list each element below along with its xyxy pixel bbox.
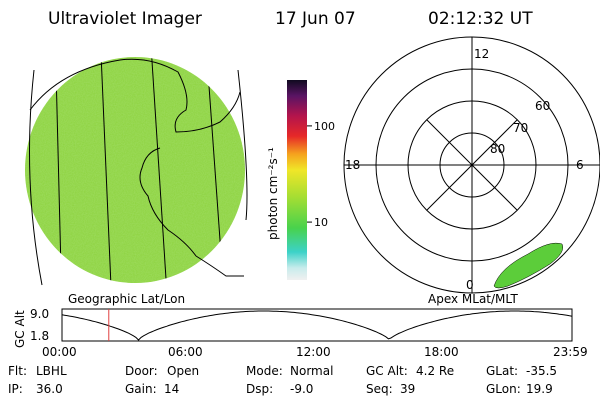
status-door-value: Open [167,364,199,378]
mlt-label-12: 12 [474,47,489,61]
disk-noise-texture [25,57,245,283]
status-ip-value: 36.0 [36,382,63,396]
colorbar-tick-label-1: 10 [314,216,328,229]
timeline-frame [61,308,573,342]
mlat-label-70: 70 [513,121,528,135]
status-ip-key: IP: [8,382,23,396]
status-seq-value: 39 [400,382,415,396]
alt-tick-min: 1.8 [30,329,49,343]
time-tick-0000: 00:00 [42,345,77,359]
timeline-axis-title: GC Alt [13,310,27,348]
status-glat-value: -35.5 [526,364,557,378]
colorbar-gradient [287,80,307,280]
status-gcalt-value: 4.2 Re [416,364,454,378]
time-label: 02:12:32 UT [428,9,533,29]
instrument-title: Ultraviolet Imager [48,9,202,29]
colorbar: 100 10 photon cm⁻²s⁻¹ [266,80,335,280]
status-seq-key: Seq: [366,382,393,396]
coastline-north [29,58,241,133]
status-dsp-key: Dsp: [246,382,273,396]
status-mode-key: Mode: [246,364,283,378]
alt-tick-max: 9.0 [30,307,49,321]
colorbar-unit-label: photon cm⁻²s⁻¹ [266,147,280,240]
time-tick-1800: 18:00 [424,345,459,359]
status-mode-value: Normal [290,364,333,378]
mlt-label-18: 18 [345,158,360,172]
time-tick-2359: 23:59 [553,345,588,359]
status-dsp-value: -9.0 [290,382,313,396]
colorbar-tick-label-0: 100 [314,120,335,133]
status-glon-key: GLon: [486,382,521,396]
status-gcalt-key: GC Alt: [366,364,408,378]
coastline-south [139,147,244,277]
apex-polar-grid [343,36,600,294]
apex-label: Apex MLat/MLT [428,292,518,306]
mlat-label-60: 60 [535,99,550,113]
colorbar-ticks: 100 10 [307,120,335,229]
time-tick-1200: 12:00 [296,345,331,359]
diagonal-meridian-b [426,119,518,211]
mlt-label-6: 6 [576,158,584,172]
longitude-line-outer-right [237,69,248,221]
geographic-label: Geographic Lat/Lon [68,292,185,306]
longitude-line-outer-left [29,69,43,286]
status-flt-key: Flt: [8,364,27,378]
altitude-curve [61,310,573,341]
mlat-label-80: 80 [490,142,505,156]
status-glat-key: GLat: [486,364,518,378]
status-gain-key: Gain: [125,382,157,396]
date-label: 17 Jun 07 [275,9,356,29]
status-door-key: Door: [125,364,158,378]
altitude-timeline: GC Alt 9.0 1.8 00:00 06:00 12:00 18:00 2… [13,307,588,359]
status-flt-value: LBHL [36,364,67,378]
geographic-image-panel [25,57,248,286]
mlt-label-0: 0 [466,278,474,292]
status-gain-value: 14 [164,382,179,396]
status-row-2: IP: 36.0 Gain: 14 Dsp: -9.0 Seq: 39 GLon… [8,382,553,396]
status-glon-value: 19.9 [526,382,553,396]
auroral-oval-segment [493,242,563,289]
status-row-1: Flt: LBHL Door: Open Mode: Normal GC Alt… [8,364,557,378]
time-tick-0600: 06:00 [168,345,203,359]
